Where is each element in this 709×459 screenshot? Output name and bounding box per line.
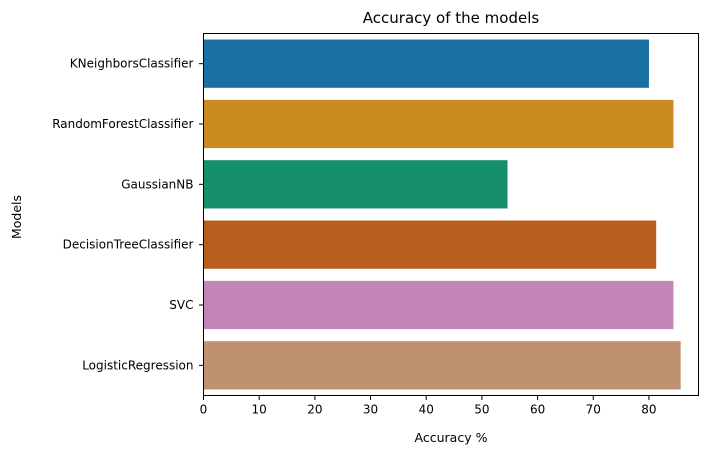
y-ticks-group: KNeighborsClassifier RandomForestClassifi… bbox=[52, 57, 204, 372]
y-tick-label: KNeighborsClassifier bbox=[70, 57, 194, 71]
x-tick-label: 30 bbox=[363, 403, 378, 417]
y-tick-label: SVC bbox=[169, 298, 193, 312]
bar-gaussian-nb bbox=[203, 160, 508, 209]
x-axis-label: Accuracy % bbox=[415, 430, 488, 445]
x-tick-label: 70 bbox=[586, 403, 601, 417]
plot-frame bbox=[203, 33, 699, 396]
x-tick-label: 60 bbox=[530, 403, 545, 417]
bar-random-forest-classifier bbox=[203, 99, 674, 149]
x-ticks-group: 0 10 20 30 40 50 60 70 80 bbox=[200, 395, 657, 417]
y-axis-label: Models bbox=[9, 195, 24, 239]
y-tick-label: DecisionTreeClassifier bbox=[63, 238, 194, 252]
x-tick-label: 20 bbox=[307, 403, 322, 417]
x-tick-label: 40 bbox=[419, 403, 434, 417]
x-tick-label: 0 bbox=[200, 403, 208, 417]
x-tick-label: 10 bbox=[252, 403, 267, 417]
bar-decision-tree-classifier bbox=[203, 220, 657, 269]
y-tick-label: LogisticRegression bbox=[82, 358, 193, 372]
chart-title: Accuracy of the models bbox=[363, 9, 540, 27]
x-tick-label: 80 bbox=[641, 403, 656, 417]
y-tick-label: GaussianNB bbox=[121, 177, 193, 191]
bar-svc bbox=[203, 280, 674, 330]
bar-kneighbors-classifier bbox=[203, 39, 649, 88]
x-tick-label: 50 bbox=[474, 403, 489, 417]
bar-logistic-regression bbox=[203, 341, 681, 390]
y-tick-label: RandomForestClassifier bbox=[52, 117, 193, 131]
bars-group bbox=[203, 39, 681, 390]
